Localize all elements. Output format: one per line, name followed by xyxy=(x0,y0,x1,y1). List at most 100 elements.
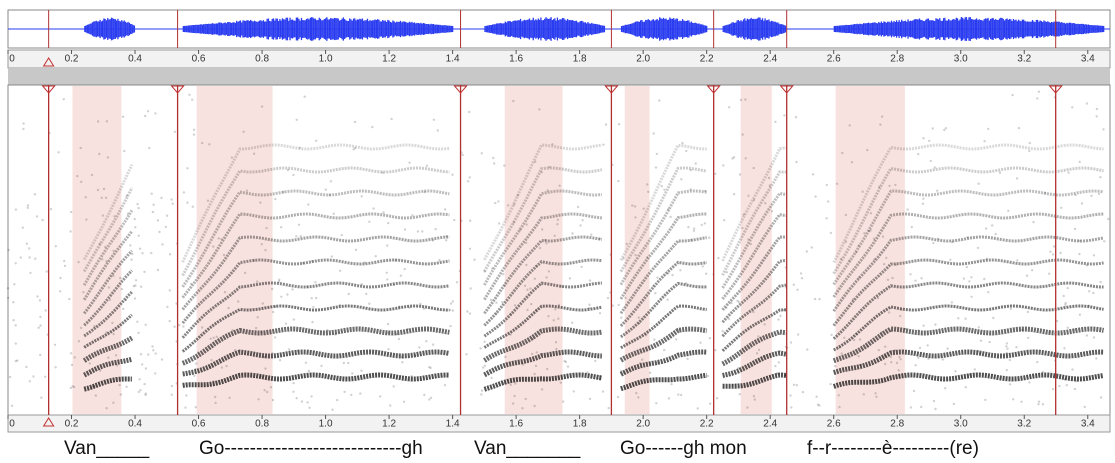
noise xyxy=(869,229,872,232)
noise xyxy=(560,285,563,288)
noise xyxy=(1064,301,1067,305)
noise xyxy=(374,255,377,258)
harmonic xyxy=(181,166,450,277)
noise xyxy=(144,323,147,326)
noise xyxy=(274,197,277,201)
noise xyxy=(54,366,57,369)
noise xyxy=(263,389,266,392)
noise xyxy=(581,219,584,222)
noise xyxy=(468,247,472,250)
harmonic xyxy=(181,235,450,311)
noise xyxy=(898,374,901,377)
harmonic xyxy=(83,356,133,378)
noise xyxy=(451,309,455,312)
noise xyxy=(931,127,934,130)
noise xyxy=(816,403,820,406)
noise xyxy=(119,276,122,280)
noise xyxy=(891,276,894,280)
noise xyxy=(783,309,786,312)
noise xyxy=(964,386,967,389)
noise xyxy=(137,390,140,394)
noise xyxy=(63,264,67,268)
harmonic xyxy=(83,313,133,349)
noise xyxy=(280,226,283,229)
noise xyxy=(411,214,414,217)
noise xyxy=(1078,160,1081,164)
noise xyxy=(829,231,833,235)
harmonic xyxy=(82,230,134,301)
noise xyxy=(721,330,724,333)
noise xyxy=(983,277,986,281)
noise xyxy=(270,287,274,291)
noise xyxy=(694,162,697,165)
noise xyxy=(160,358,164,361)
noise xyxy=(286,293,289,296)
noise xyxy=(899,314,902,318)
noise xyxy=(347,292,350,296)
noise xyxy=(137,206,140,210)
noise xyxy=(576,205,580,209)
noise xyxy=(490,376,493,380)
noise xyxy=(1095,107,1099,111)
harmonic xyxy=(83,290,133,338)
noise xyxy=(8,375,12,379)
noise xyxy=(983,140,986,143)
noise xyxy=(639,361,642,365)
tick-label: 2.0 xyxy=(636,419,650,430)
noise xyxy=(220,237,223,241)
noise xyxy=(151,345,154,348)
noise xyxy=(535,351,538,354)
noise xyxy=(423,190,426,194)
noise xyxy=(315,139,318,142)
noise xyxy=(402,400,406,403)
noise xyxy=(795,384,798,387)
noise xyxy=(692,229,696,232)
noise xyxy=(133,297,137,300)
noise xyxy=(26,204,30,207)
noise xyxy=(209,365,212,369)
noise xyxy=(25,365,28,369)
noise xyxy=(257,398,260,401)
tick-label: 1.8 xyxy=(573,419,587,430)
noise xyxy=(98,152,101,156)
harmonic xyxy=(721,235,787,311)
harmonic xyxy=(620,281,707,339)
noise xyxy=(220,366,224,369)
noise xyxy=(764,202,767,205)
tick-label: 1.6 xyxy=(509,54,523,65)
noise xyxy=(598,312,602,315)
noise xyxy=(310,395,313,398)
noise xyxy=(44,375,47,378)
noise xyxy=(28,256,31,259)
noise xyxy=(895,361,899,365)
noise xyxy=(69,230,72,233)
noise xyxy=(389,404,392,407)
noise xyxy=(1005,351,1008,355)
noise xyxy=(273,336,277,339)
tick-label: 1.0 xyxy=(319,54,333,65)
harmonic xyxy=(722,350,787,378)
noise xyxy=(428,365,431,369)
noise xyxy=(173,325,176,328)
noise xyxy=(677,328,681,332)
noise xyxy=(835,182,839,185)
noise xyxy=(137,234,140,237)
harmonic xyxy=(181,326,450,366)
noise xyxy=(312,305,315,309)
noise xyxy=(768,184,771,187)
noise xyxy=(98,242,102,245)
tick-label: 2.2 xyxy=(700,419,714,430)
noise xyxy=(503,284,506,287)
noise xyxy=(304,361,308,364)
noise xyxy=(6,287,10,290)
noise xyxy=(656,276,659,279)
noise xyxy=(166,305,169,309)
noise xyxy=(794,116,798,119)
tick-label: 1.2 xyxy=(382,419,396,430)
noise xyxy=(449,324,452,328)
noise xyxy=(1073,328,1076,331)
noise xyxy=(191,98,194,101)
noise xyxy=(1058,384,1061,388)
noise xyxy=(170,198,173,201)
tick-label: 0.6 xyxy=(192,419,206,430)
